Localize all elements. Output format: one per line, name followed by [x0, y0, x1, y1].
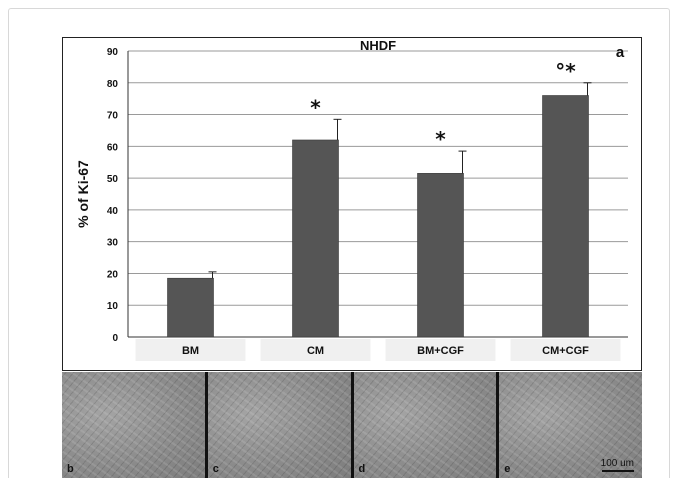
x-tick-label: CM+CGF	[542, 345, 589, 357]
x-tick-label: BM	[182, 345, 199, 357]
x-tick-label: CM	[307, 345, 324, 357]
y-tick-label: 50	[107, 174, 119, 185]
y-axis-label: % of Ki-67	[75, 160, 91, 228]
chart-title: NHDF	[360, 38, 396, 53]
micrograph-label: c	[212, 463, 219, 475]
x-label-band	[260, 339, 371, 361]
scale-bar-line	[602, 470, 634, 472]
micrograph-c: c	[207, 372, 351, 478]
panel-label: a	[616, 44, 625, 61]
bar	[167, 277, 214, 338]
micrograph-strip: b c d e 100 um	[62, 372, 642, 478]
significance-marker: °*	[555, 59, 576, 83]
scale-bar: 100 um	[601, 458, 634, 472]
x-label-band	[385, 339, 496, 361]
x-tick-label: BM+CGF	[417, 345, 464, 357]
x-label-band	[135, 339, 246, 361]
micrograph-e: e 100 um	[499, 372, 642, 478]
micrograph-d: d	[353, 372, 497, 478]
x-label-band	[510, 339, 621, 361]
micrograph-b: b	[62, 372, 205, 478]
bar	[417, 173, 464, 338]
bar	[292, 139, 339, 338]
bar-chart: 0 10 20 30 40 50 60 70 80 90 NHDF a % of Ki-67 BM * CM *…	[75, 38, 628, 361]
significance-marker: *	[435, 127, 446, 151]
y-tick-label: 40	[107, 206, 119, 217]
y-tick-label: 20	[107, 269, 119, 280]
y-tick-label: 70	[107, 111, 119, 122]
bar	[542, 95, 589, 338]
y-tick-label: 10	[107, 301, 119, 312]
y-tick-label: 90	[107, 47, 119, 58]
significance-marker: *	[310, 95, 321, 119]
scale-bar-label: 100 um	[600, 458, 634, 469]
micrograph-label: d	[358, 463, 366, 475]
micrograph-label: b	[67, 463, 74, 475]
micrograph-label: e	[504, 463, 511, 475]
y-tick-label: 0	[112, 333, 118, 344]
y-tick-label: 80	[107, 79, 119, 90]
y-tick-label: 60	[107, 142, 119, 153]
y-tick-label: 30	[107, 238, 119, 249]
